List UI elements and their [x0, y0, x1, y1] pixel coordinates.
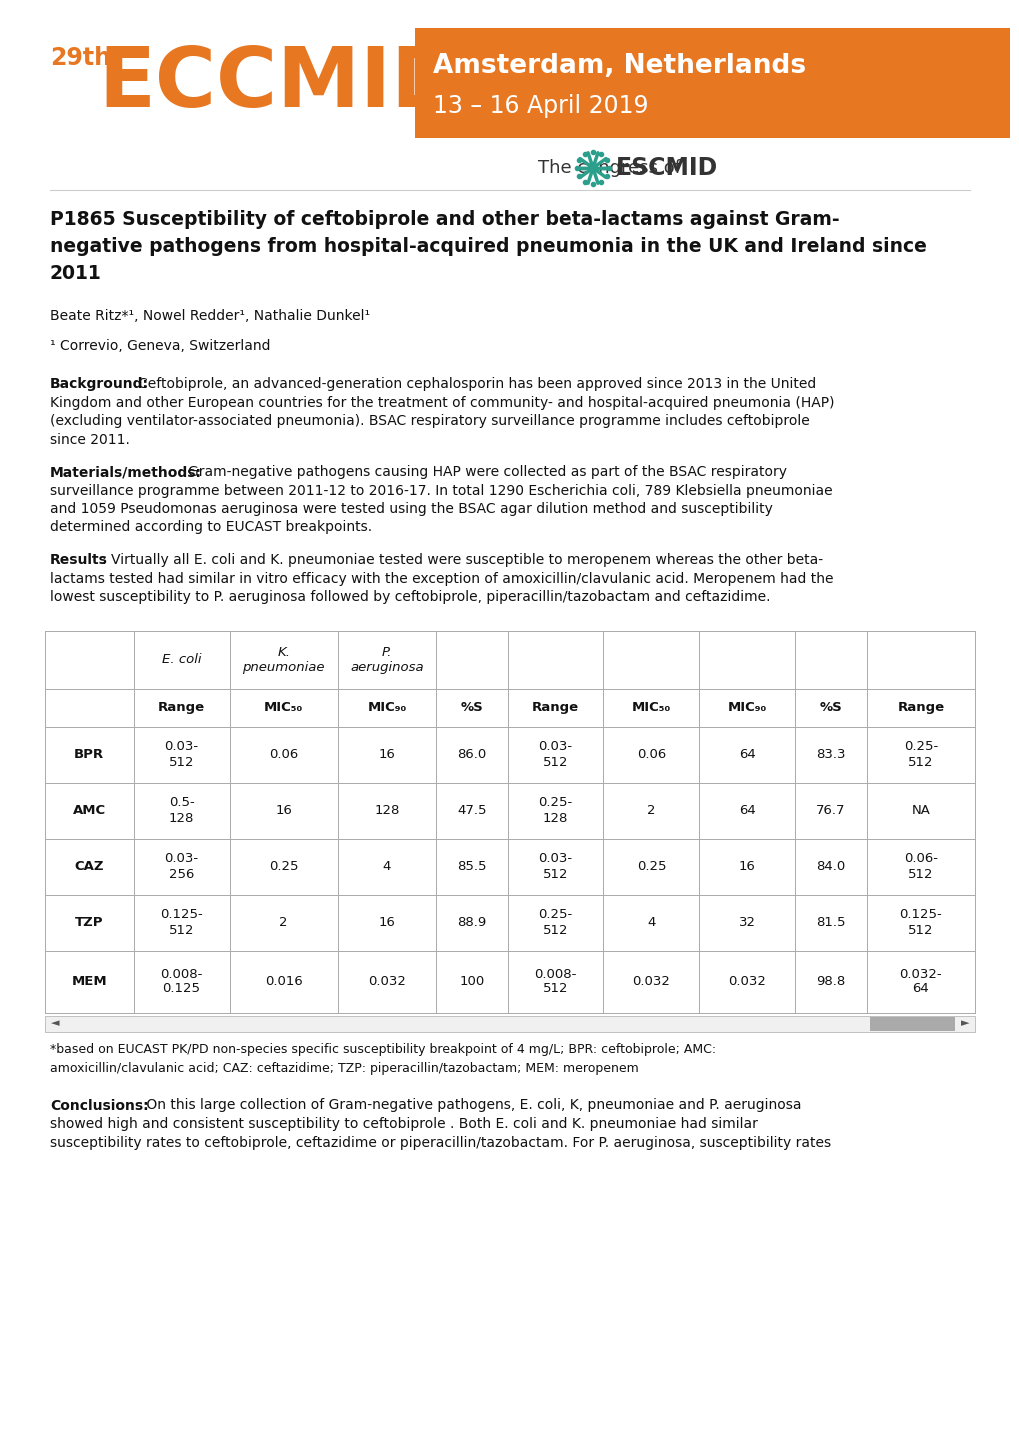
- Text: Kingdom and other European countries for the treatment of community- and hospita: Kingdom and other European countries for…: [50, 395, 834, 410]
- Text: MEM: MEM: [71, 975, 107, 988]
- Text: determined according to EUCAST breakpoints.: determined according to EUCAST breakpoin…: [50, 521, 372, 534]
- Text: : Virtually all E. coli and K. pneumoniae tested were susceptible to meropenem w: : Virtually all E. coli and K. pneumonia…: [102, 553, 822, 567]
- Text: 0.032: 0.032: [368, 975, 406, 988]
- Text: AMC: AMC: [72, 804, 106, 817]
- Text: 0.25-
512: 0.25- 512: [538, 909, 572, 937]
- Text: Gram-negative pathogens causing HAP were collected as part of the BSAC respirato: Gram-negative pathogens causing HAP were…: [187, 465, 787, 479]
- Text: Amsterdam, Netherlands: Amsterdam, Netherlands: [433, 53, 805, 79]
- Text: 0.25-
128: 0.25- 128: [538, 797, 572, 824]
- Text: 0.008-
0.125: 0.008- 0.125: [160, 967, 203, 996]
- Text: 100: 100: [459, 975, 484, 988]
- Text: lowest susceptibility to P. aeruginosa followed by ceftobiprole, piperacillin/ta: lowest susceptibility to P. aeruginosa f…: [50, 590, 769, 605]
- Text: ESCMID: ESCMID: [615, 156, 717, 180]
- Text: since 2011.: since 2011.: [50, 433, 129, 446]
- Text: 0.032: 0.032: [632, 975, 669, 988]
- Text: 16: 16: [378, 916, 395, 929]
- Text: The congress of: The congress of: [537, 159, 681, 177]
- Text: 0.03-
256: 0.03- 256: [164, 853, 199, 880]
- Text: negative pathogens from hospital-acquired pneumonia in the UK and Ireland since: negative pathogens from hospital-acquire…: [50, 237, 926, 255]
- Text: 0.06: 0.06: [636, 747, 665, 760]
- Text: *based on EUCAST PK/PD non-species specific susceptibility breakpoint of 4 mg/L;: *based on EUCAST PK/PD non-species speci…: [50, 1043, 715, 1056]
- Text: 86.0: 86.0: [457, 747, 486, 760]
- Text: surveillance programme between 2011-12 to 2016-17. In total 1290 Escherichia col: surveillance programme between 2011-12 t…: [50, 483, 832, 498]
- Text: 0.016: 0.016: [265, 975, 303, 988]
- Text: 83.3: 83.3: [815, 747, 845, 760]
- Text: ◄: ◄: [51, 1019, 59, 1029]
- Text: NA: NA: [911, 804, 929, 817]
- Text: 0.032-
64: 0.032- 64: [899, 967, 942, 996]
- Text: MIC₅₀: MIC₅₀: [631, 701, 671, 714]
- Text: MIC₅₀: MIC₅₀: [264, 701, 303, 714]
- Text: TZP: TZP: [75, 916, 104, 929]
- Text: 16: 16: [738, 860, 755, 873]
- Text: Range: Range: [897, 701, 944, 714]
- Text: 2011: 2011: [50, 264, 102, 283]
- Text: 128: 128: [374, 804, 399, 817]
- Text: and 1059 Pseudomonas aeruginosa were tested using the BSAC agar dilution method : and 1059 Pseudomonas aeruginosa were tes…: [50, 502, 772, 517]
- Bar: [45, 1016, 974, 1032]
- Text: E. coli: E. coli: [162, 654, 201, 667]
- Text: Ceftobiprole, an advanced-generation cephalosporin has been approved since 2013 : Ceftobiprole, an advanced-generation cep…: [138, 377, 815, 391]
- Text: CAZ: CAZ: [74, 860, 104, 873]
- Text: 0.25: 0.25: [636, 860, 665, 873]
- Text: 2: 2: [279, 916, 287, 929]
- Text: susceptibility rates to ceftobiprole, ceftazidime or piperacillin/tazobactam. Fo: susceptibility rates to ceftobiprole, ce…: [50, 1136, 830, 1150]
- Text: 81.5: 81.5: [815, 916, 845, 929]
- Text: 0.06: 0.06: [269, 747, 298, 760]
- Text: 0.06-
512: 0.06- 512: [903, 853, 936, 880]
- Text: ¹ Correvio, Geneva, Switzerland: ¹ Correvio, Geneva, Switzerland: [50, 339, 270, 354]
- Text: 29th: 29th: [50, 46, 111, 71]
- Text: %S: %S: [819, 701, 842, 714]
- Text: 84.0: 84.0: [815, 860, 845, 873]
- Text: Background:: Background:: [50, 377, 149, 391]
- Text: 0.008-
512: 0.008- 512: [534, 967, 576, 996]
- Text: %S: %S: [460, 701, 483, 714]
- Text: 0.032: 0.032: [728, 975, 765, 988]
- Text: lactams tested had similar in vitro efficacy with the exception of amoxicillin/c: lactams tested had similar in vitro effi…: [50, 571, 833, 586]
- Text: showed high and consistent susceptibility to ceftobiprole . Both E. coli and K. : showed high and consistent susceptibilit…: [50, 1117, 757, 1131]
- Text: 0.25-
512: 0.25- 512: [903, 740, 937, 769]
- Text: Materials/methods:: Materials/methods:: [50, 465, 202, 479]
- Text: ECCMID: ECCMID: [98, 42, 460, 124]
- Text: On this large collection of Gram-negative pathogens, E. coli, K, pneumoniae and : On this large collection of Gram-negativ…: [142, 1098, 801, 1113]
- Text: BPR: BPR: [74, 747, 104, 760]
- Text: Range: Range: [158, 701, 205, 714]
- Text: P.
aeruginosa: P. aeruginosa: [350, 645, 423, 674]
- Text: 0.125-
512: 0.125- 512: [899, 909, 942, 937]
- Text: P1865 Susceptibility of ceftobiprole and other beta-lactams against Gram-: P1865 Susceptibility of ceftobiprole and…: [50, 211, 839, 229]
- Text: 76.7: 76.7: [815, 804, 845, 817]
- Text: 4: 4: [382, 860, 391, 873]
- Text: 13 – 16 April 2019: 13 – 16 April 2019: [433, 94, 648, 118]
- Text: 32: 32: [738, 916, 755, 929]
- Text: 0.25: 0.25: [269, 860, 299, 873]
- Text: 64: 64: [739, 747, 755, 760]
- Bar: [869, 1016, 954, 1030]
- Text: 16: 16: [378, 747, 395, 760]
- Text: ►: ►: [960, 1019, 968, 1029]
- Text: MIC₉₀: MIC₉₀: [367, 701, 407, 714]
- Bar: [415, 27, 1009, 139]
- Text: K.
pneumoniae: K. pneumoniae: [243, 645, 325, 674]
- Text: 4: 4: [647, 916, 655, 929]
- Text: 16: 16: [275, 804, 291, 817]
- Text: Range: Range: [532, 701, 579, 714]
- Text: 0.5-
128: 0.5- 128: [168, 797, 195, 824]
- Text: 0.03-
512: 0.03- 512: [164, 740, 199, 769]
- Text: 98.8: 98.8: [815, 975, 845, 988]
- Text: MIC₉₀: MIC₉₀: [728, 701, 766, 714]
- Text: 0.03-
512: 0.03- 512: [538, 853, 572, 880]
- Text: Results: Results: [50, 553, 108, 567]
- Text: 0.03-
512: 0.03- 512: [538, 740, 572, 769]
- Text: 47.5: 47.5: [457, 804, 486, 817]
- Text: amoxicillin/clavulanic acid; CAZ: ceftazidime; TZP: piperacillin/tazobactam; MEM: amoxicillin/clavulanic acid; CAZ: ceftaz…: [50, 1062, 638, 1075]
- Text: 2: 2: [647, 804, 655, 817]
- Text: 64: 64: [739, 804, 755, 817]
- Text: Conclusions:: Conclusions:: [50, 1098, 149, 1113]
- Text: 0.125-
512: 0.125- 512: [160, 909, 203, 937]
- Text: Beate Ritz*¹, Nowel Redder¹, Nathalie Dunkel¹: Beate Ritz*¹, Nowel Redder¹, Nathalie Du…: [50, 309, 370, 323]
- Text: (excluding ventilator-associated pneumonia). BSAC respiratory surveillance progr: (excluding ventilator-associated pneumon…: [50, 414, 809, 429]
- Text: 85.5: 85.5: [457, 860, 486, 873]
- Text: 88.9: 88.9: [457, 916, 486, 929]
